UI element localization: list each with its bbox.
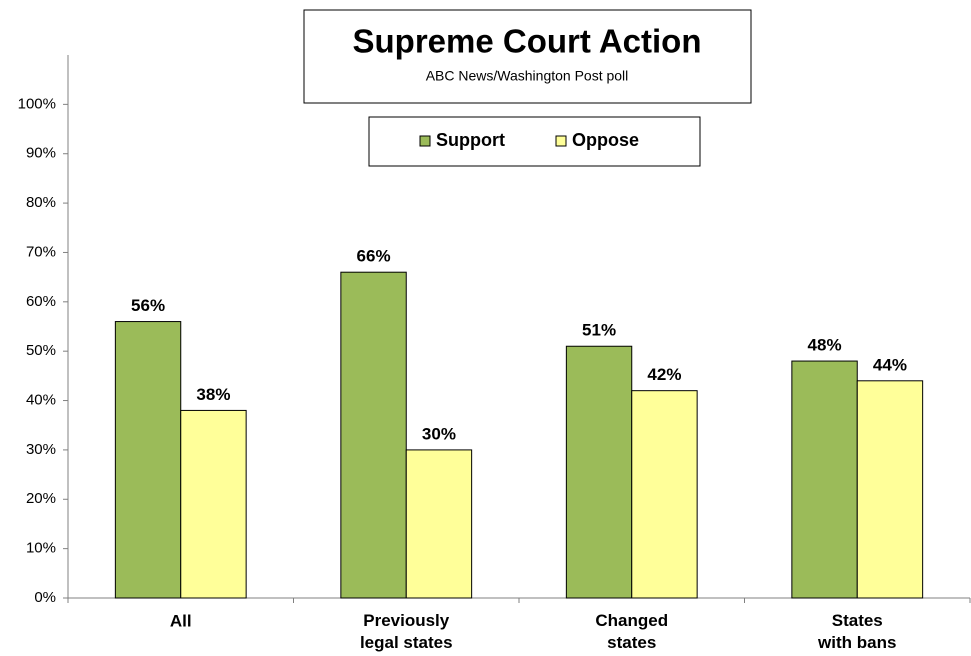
legend-label: Support xyxy=(436,130,505,150)
bar xyxy=(114,321,182,599)
value-label: 42% xyxy=(647,365,681,384)
chart-title: Supreme Court Action xyxy=(353,23,702,60)
y-tick-label: 80% xyxy=(26,194,56,211)
value-label: 44% xyxy=(873,355,907,374)
y-tick-label: 50% xyxy=(26,342,56,359)
x-tick-label: Previously legal states xyxy=(360,611,453,652)
y-tick-label: 90% xyxy=(26,145,56,162)
x-tick-label: States with bans xyxy=(817,611,896,652)
title-box xyxy=(303,9,752,104)
y-tick-label: 100% xyxy=(18,95,56,112)
bar xyxy=(856,380,924,599)
bar xyxy=(791,360,858,599)
bar xyxy=(631,390,698,599)
value-label: 66% xyxy=(357,247,391,266)
value-label: 30% xyxy=(422,424,456,443)
x-tick-label: Changed states xyxy=(595,611,668,652)
chart-subtitle: ABC News/Washington Post poll xyxy=(426,68,629,84)
y-tick-label: 20% xyxy=(26,490,56,507)
y-tick-label: 70% xyxy=(26,243,56,260)
value-label: 48% xyxy=(808,336,842,355)
bar xyxy=(180,409,247,599)
value-label: 38% xyxy=(196,385,230,404)
legend-swatch xyxy=(555,135,567,147)
legend-label: Oppose xyxy=(572,130,639,150)
x-tick-label: All xyxy=(170,611,192,630)
y-tick-label: 40% xyxy=(26,392,56,409)
y-tick-label: 0% xyxy=(34,589,56,606)
y-tick-label: 10% xyxy=(26,540,56,557)
legend-swatch xyxy=(419,135,431,147)
y-tick-label: 60% xyxy=(26,293,56,310)
value-label: 56% xyxy=(131,296,165,315)
legend-box xyxy=(368,116,701,167)
bar xyxy=(340,271,407,599)
y-tick-label: 30% xyxy=(26,441,56,458)
bar xyxy=(405,449,473,599)
bar xyxy=(565,345,633,599)
value-label: 51% xyxy=(582,321,616,340)
